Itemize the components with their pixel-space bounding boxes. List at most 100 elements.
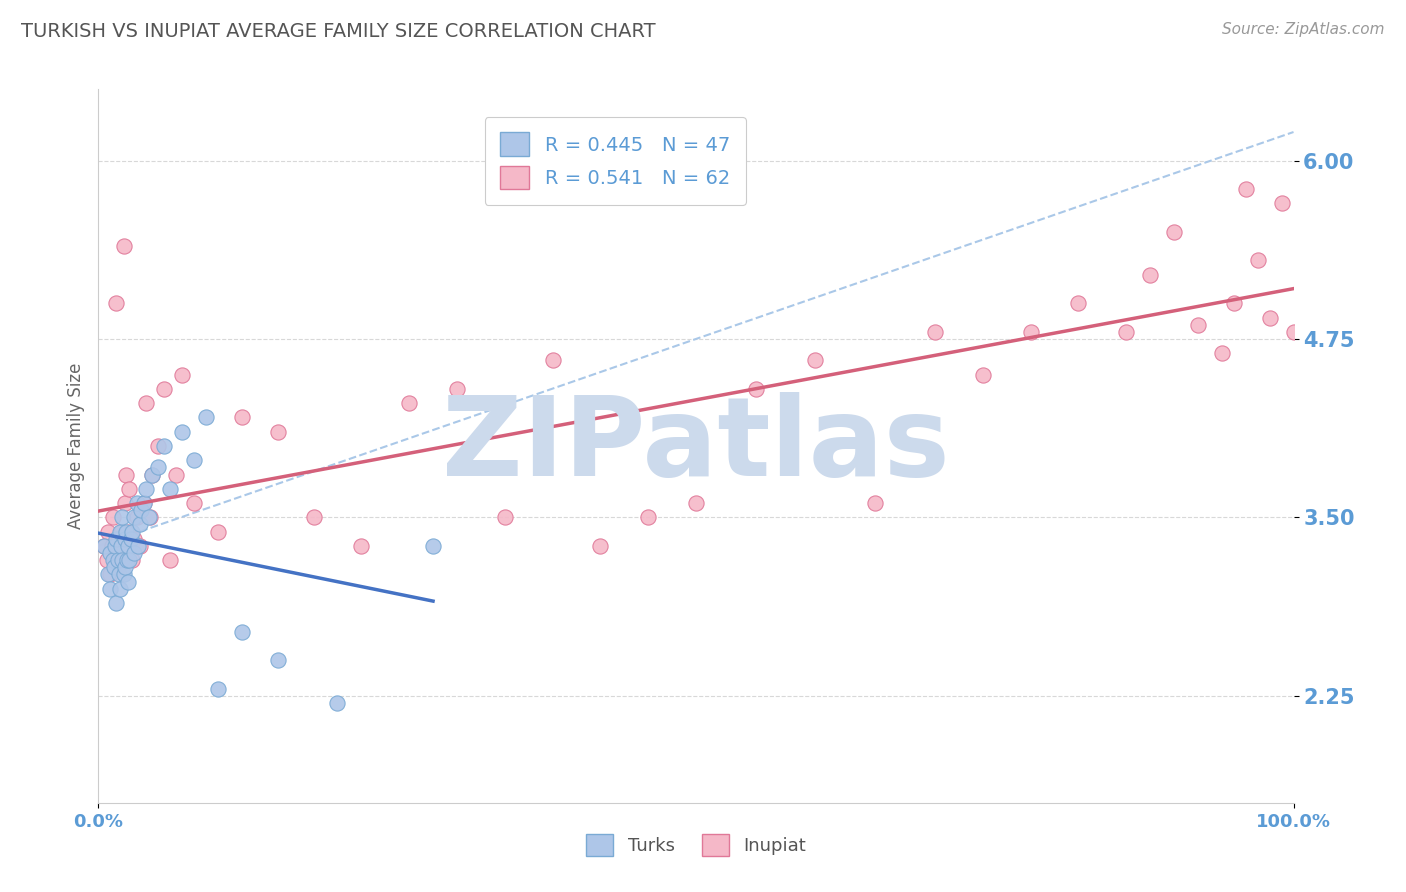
Point [101, 553, 124, 567]
Point [127, 539, 149, 553]
Point [804, 353, 827, 368]
Point [494, 510, 516, 524]
Point [118, 482, 141, 496]
Legend: Turks, Inupiat: Turks, Inupiat [576, 825, 815, 865]
Point [1271, 196, 1294, 211]
Point [1223, 296, 1246, 310]
Point [124, 510, 146, 524]
Point [1163, 225, 1185, 239]
Point [117, 574, 139, 589]
Point [135, 482, 157, 496]
Point [93, 539, 115, 553]
Point [117, 524, 139, 539]
Text: Source: ZipAtlas.com: Source: ZipAtlas.com [1222, 22, 1385, 37]
Point [111, 510, 134, 524]
Point [108, 582, 131, 596]
Point [132, 496, 155, 510]
Point [121, 524, 143, 539]
Text: ZIPatlas: ZIPatlas [441, 392, 950, 500]
Point [207, 681, 229, 696]
Point [159, 553, 181, 567]
Point [972, 368, 994, 382]
Point [125, 496, 148, 510]
Point [1115, 325, 1137, 339]
Point [96, 553, 118, 567]
Point [589, 539, 612, 553]
Point [98, 582, 122, 596]
Point [114, 532, 136, 546]
Point [125, 510, 148, 524]
Point [153, 439, 176, 453]
Y-axis label: Average Family Size: Average Family Size [66, 363, 84, 529]
Point [132, 496, 155, 510]
Point [124, 532, 146, 546]
Point [1234, 182, 1257, 196]
Point [1187, 318, 1209, 332]
Point [107, 567, 129, 582]
Point [115, 553, 138, 567]
Point [637, 510, 659, 524]
Point [141, 467, 163, 482]
Point [105, 596, 128, 610]
Point [93, 539, 115, 553]
Point [350, 539, 373, 553]
Point [114, 560, 136, 574]
Point [745, 382, 768, 396]
Point [118, 553, 141, 567]
Point [139, 510, 162, 524]
Point [159, 482, 181, 496]
Point [111, 553, 134, 567]
Point [172, 368, 194, 382]
Point [129, 539, 152, 553]
Point [1258, 310, 1281, 325]
Point [865, 496, 887, 510]
Point [1247, 253, 1270, 268]
Point [148, 439, 170, 453]
Point [138, 510, 160, 524]
Point [326, 696, 349, 710]
Point [302, 510, 325, 524]
Text: TURKISH VS INUPIAT AVERAGE FAMILY SIZE CORRELATION CHART: TURKISH VS INUPIAT AVERAGE FAMILY SIZE C… [21, 22, 655, 41]
Point [1019, 325, 1042, 339]
Point [98, 567, 122, 582]
Point [108, 524, 131, 539]
Point [541, 353, 564, 368]
Point [117, 539, 139, 553]
Point [97, 524, 120, 539]
Point [183, 496, 205, 510]
Point [195, 410, 218, 425]
Point [104, 539, 127, 553]
Point [131, 503, 153, 517]
Point [110, 539, 132, 553]
Point [183, 453, 205, 467]
Point [105, 532, 128, 546]
Point [120, 532, 142, 546]
Point [1067, 296, 1090, 310]
Point [1211, 346, 1233, 360]
Point [231, 624, 253, 639]
Point [107, 553, 129, 567]
Point [105, 296, 128, 310]
Point [172, 425, 194, 439]
Point [1139, 268, 1161, 282]
Point [422, 539, 444, 553]
Point [141, 467, 163, 482]
Point [135, 396, 157, 410]
Point [446, 382, 468, 396]
Point [100, 539, 122, 553]
Point [115, 467, 138, 482]
Point [111, 553, 134, 567]
Point [112, 239, 135, 253]
Point [267, 653, 290, 667]
Point [231, 410, 253, 425]
Point [115, 524, 138, 539]
Point [124, 546, 146, 560]
Point [101, 510, 124, 524]
Point [165, 467, 187, 482]
Point [112, 567, 135, 582]
Point [267, 425, 290, 439]
Point [121, 553, 143, 567]
Point [207, 524, 229, 539]
Point [129, 517, 152, 532]
Point [107, 532, 129, 546]
